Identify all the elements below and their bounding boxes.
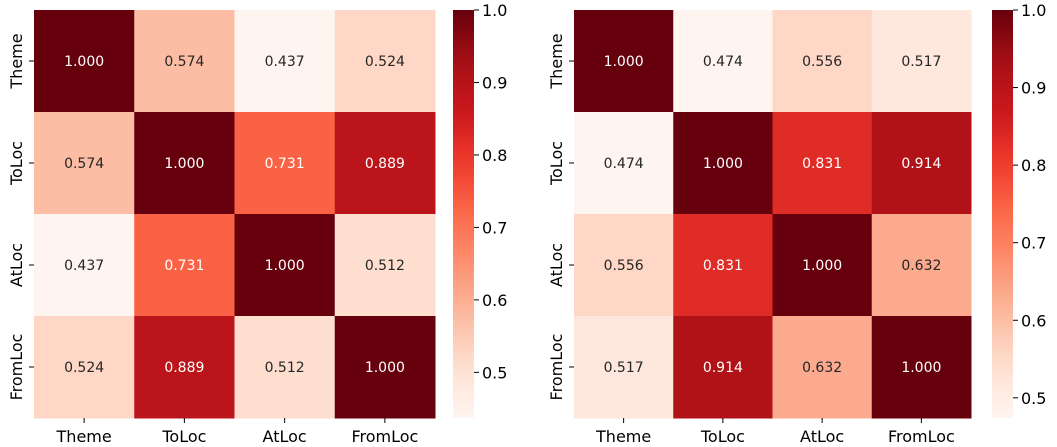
cell-value-label: 0.731	[164, 258, 204, 274]
colorbar-tick-label: 0.9	[1021, 79, 1046, 98]
heatmap-cell	[673, 10, 773, 113]
cell-value-label: 0.831	[703, 258, 743, 274]
heatmap-cell	[34, 112, 135, 215]
heatmap-panel-right: 1.000 0.474 0.556 0.517 0.474 1.000 0.831 0.914…	[547, 1, 1046, 446]
colorbar-tick-label: 0.7	[482, 218, 507, 237]
heatmap-cell	[134, 214, 235, 317]
y-tick-label: Theme	[7, 33, 26, 89]
y-tick-label: AtLoc	[7, 243, 26, 287]
cell-value-label: 1.000	[164, 156, 204, 172]
heatmap-cell	[34, 214, 135, 317]
cell-value-label: 0.556	[802, 54, 842, 70]
cell-value-label: 0.556	[604, 258, 644, 274]
heatmap-cell	[234, 316, 336, 419]
colorbar-tick-label: 1.0	[1021, 1, 1046, 20]
cell-value-label: 1.000	[365, 360, 405, 376]
cell-value-label: 0.574	[64, 156, 104, 172]
heatmap-cell	[871, 112, 972, 215]
x-tick-label: AtLoc	[263, 427, 307, 446]
cell-value-label: 0.524	[365, 54, 405, 70]
cell-value-label: 0.512	[365, 258, 405, 274]
colorbar-tick-label: 0.8	[482, 146, 507, 165]
colorbar-tick-label: 0.7	[1021, 234, 1046, 253]
heatmap-cell	[673, 316, 773, 419]
x-tick-label: ToLoc	[161, 427, 206, 446]
cell-value-label: 0.731	[265, 156, 305, 172]
heatmap-cell	[574, 316, 674, 419]
cell-value-label: 0.437	[265, 54, 305, 70]
heatmap-cell	[334, 112, 436, 215]
colorbar-tick-label: 0.5	[1021, 389, 1046, 408]
cell-value-label: 0.831	[802, 156, 842, 172]
heatmap-cell	[574, 10, 674, 113]
x-tick-label: FromLoc	[351, 427, 418, 446]
cell-value-label: 1.000	[901, 360, 941, 376]
heatmap-cell	[334, 214, 436, 317]
heatmap-cell	[334, 10, 436, 113]
cell-value-label: 0.632	[802, 360, 842, 376]
cell-value-label: 0.889	[365, 156, 405, 172]
heatmap-cell	[574, 112, 674, 215]
cell-value-label: 1.000	[802, 258, 842, 274]
colorbar-tick-label: 0.6	[482, 291, 507, 310]
heatmap-cell	[772, 214, 873, 317]
heatmap-cell	[134, 10, 235, 113]
y-tick-label: AtLoc	[547, 243, 566, 287]
heatmap-cell	[134, 316, 235, 419]
cell-value-label: 0.512	[265, 360, 305, 376]
y-tick-label: FromLoc	[7, 334, 26, 401]
colorbar	[992, 10, 1013, 418]
y-tick-label: ToLoc	[547, 141, 566, 186]
heatmap-cell	[871, 10, 972, 113]
cell-value-label: 0.474	[604, 156, 644, 172]
colorbar-tick-label: 0.9	[482, 73, 507, 92]
heatmap-cell	[673, 214, 773, 317]
colorbar-tick-label: 0.6	[1021, 311, 1046, 330]
heatmap-cell	[34, 10, 135, 113]
heatmap-cell	[871, 214, 972, 317]
x-tick-label: Theme	[56, 427, 112, 446]
y-tick-label: FromLoc	[547, 334, 566, 401]
x-tick-label: Theme	[595, 427, 651, 446]
x-tick-label: ToLoc	[700, 427, 745, 446]
heatmap-cell	[34, 316, 135, 419]
cell-value-label: 1.000	[604, 54, 644, 70]
cell-value-label: 1.000	[703, 156, 743, 172]
heatmap-cell	[871, 316, 972, 419]
x-tick-label: AtLoc	[800, 427, 844, 446]
heatmap-cell	[134, 112, 235, 215]
heatmap-cell	[234, 214, 336, 317]
colorbar-tick-label: 0.5	[482, 363, 507, 382]
heatmap-cell	[234, 112, 336, 215]
cell-value-label: 0.914	[703, 360, 743, 376]
heatmap-cell	[334, 316, 436, 419]
colorbar	[453, 10, 474, 418]
colorbar-tick-label: 0.8	[1021, 156, 1046, 175]
y-tick-label: Theme	[547, 33, 566, 89]
x-tick-label: FromLoc	[888, 427, 955, 446]
heatmap-cell	[673, 112, 773, 215]
cell-value-label: 1.000	[265, 258, 305, 274]
heatmap-cell	[574, 214, 674, 317]
heatmap-cell	[772, 316, 873, 419]
cell-value-label: 0.632	[901, 258, 941, 274]
heatmap-cell	[234, 10, 336, 113]
cell-value-label: 0.524	[64, 360, 104, 376]
cell-value-label: 0.574	[164, 54, 204, 70]
y-tick-label: ToLoc	[7, 141, 26, 186]
cell-value-label: 0.517	[901, 54, 941, 70]
cell-value-label: 0.474	[703, 54, 743, 70]
cell-value-label: 0.889	[164, 360, 204, 376]
heatmap-panel-left: 1.000 0.574 0.437 0.524 0.574 1.000 0.731 0.889…	[7, 1, 507, 446]
heatmap-cell	[772, 10, 873, 113]
cell-value-label: 1.000	[64, 54, 104, 70]
cell-value-label: 0.517	[604, 360, 644, 376]
cell-value-label: 0.914	[901, 156, 941, 172]
cell-value-label: 0.437	[64, 258, 104, 274]
colorbar-tick-label: 1.0	[482, 1, 507, 20]
heatmap-cell	[772, 112, 873, 215]
